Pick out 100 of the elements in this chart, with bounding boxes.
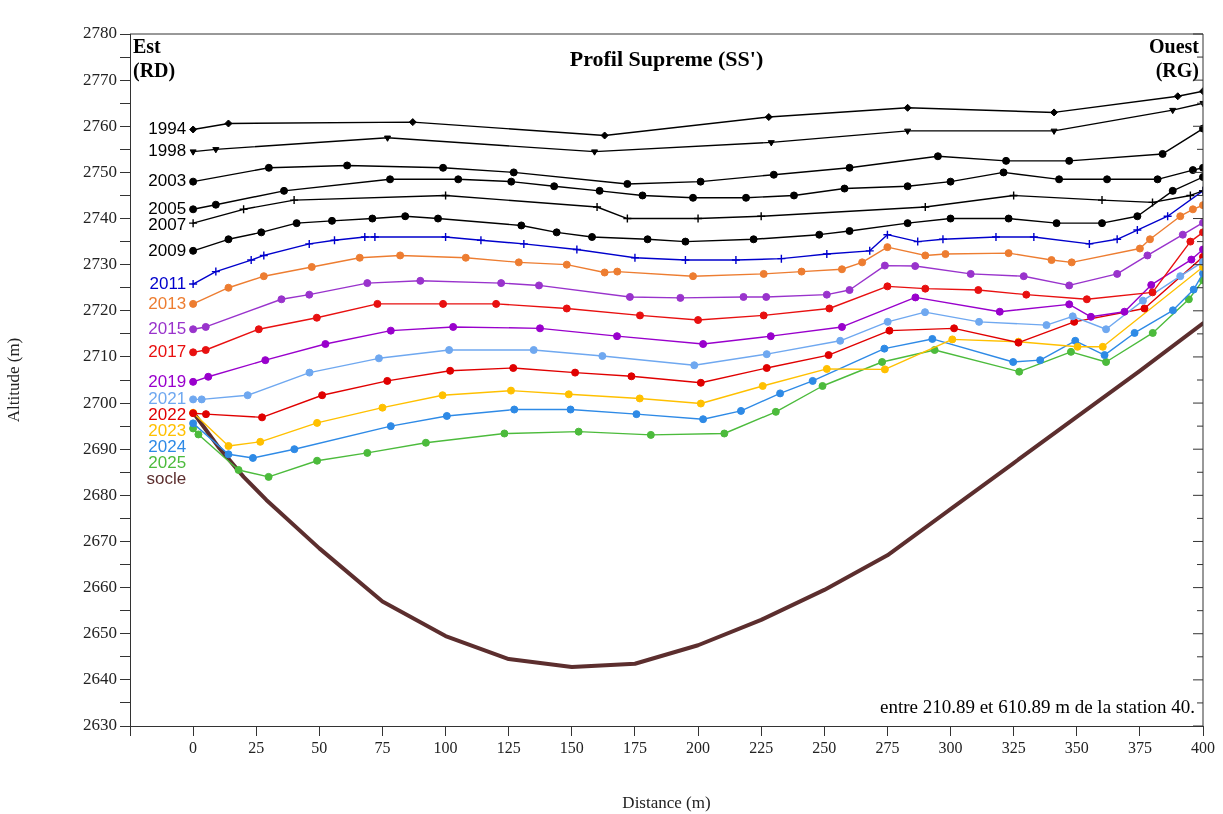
point [974, 286, 983, 295]
x-tick-label: 75 [374, 738, 391, 756]
point [966, 269, 975, 278]
y-tick-label: 2720 [83, 300, 117, 320]
point [1036, 356, 1045, 365]
point [383, 376, 392, 385]
text: Profil Supreme (SS') [569, 45, 764, 71]
y-tick-label: 2730 [83, 254, 117, 274]
point [519, 239, 529, 249]
series-label: 2019 [148, 371, 187, 391]
point [1143, 251, 1152, 260]
point [975, 317, 984, 326]
point [1148, 328, 1157, 337]
point [204, 372, 213, 381]
point [630, 253, 640, 263]
point [189, 299, 198, 308]
point [699, 340, 708, 349]
point [434, 214, 443, 223]
point [290, 445, 299, 454]
series-label: 1994 [148, 119, 187, 139]
point [254, 325, 263, 334]
point [1002, 156, 1011, 165]
point [883, 317, 892, 326]
point [762, 350, 771, 359]
point [928, 334, 937, 343]
point [562, 260, 571, 269]
x-tick-label: 50 [311, 738, 328, 756]
point [197, 395, 206, 404]
point [497, 279, 506, 288]
point [1145, 235, 1154, 244]
x-tick-label: 200 [686, 738, 711, 756]
point [386, 326, 395, 335]
point [883, 282, 892, 291]
point [224, 450, 233, 459]
point [1015, 367, 1024, 376]
point [536, 324, 545, 333]
x-tick-label: 125 [496, 738, 521, 756]
point [189, 205, 198, 214]
point [731, 255, 741, 265]
x-axis-title: Distance (m) [622, 793, 711, 813]
point [999, 168, 1008, 177]
point [880, 261, 889, 270]
point [762, 292, 771, 301]
series-label: 1998 [148, 141, 187, 161]
point [304, 239, 314, 249]
point [1100, 351, 1109, 360]
y-tick-label: 2770 [83, 69, 117, 89]
point [613, 332, 622, 341]
point [264, 163, 273, 172]
point [264, 472, 273, 481]
point [1148, 288, 1157, 297]
point [1029, 232, 1039, 242]
point [201, 322, 210, 331]
x-tick-label: 300 [938, 738, 963, 756]
point [600, 131, 609, 140]
point [1084, 239, 1095, 249]
point [201, 410, 210, 419]
point [188, 279, 198, 289]
point [1138, 296, 1147, 305]
point [696, 177, 705, 186]
y-tick-label: 2630 [83, 715, 117, 735]
point [921, 251, 930, 260]
point [699, 415, 708, 424]
point [933, 152, 942, 161]
point [1068, 312, 1077, 321]
y-tick-label: 2650 [83, 623, 117, 643]
point [991, 232, 1001, 242]
point [243, 391, 252, 400]
point [1067, 258, 1076, 267]
annotation: entre 210.89 et 610.89 m de la station 40. [879, 696, 1195, 718]
point [598, 352, 607, 361]
x-tick-label: 25 [248, 738, 265, 756]
point [696, 378, 705, 387]
point [790, 191, 798, 200]
point [1073, 342, 1082, 351]
point [822, 290, 831, 299]
point [627, 372, 636, 381]
point [950, 324, 959, 333]
point [564, 390, 573, 399]
point [1098, 342, 1107, 351]
point [818, 382, 827, 390]
point [865, 246, 875, 256]
point [767, 140, 775, 147]
point [416, 276, 425, 285]
point [635, 311, 644, 320]
point [680, 255, 691, 265]
point [1004, 249, 1013, 258]
y-axis-title: Altitude (m) [3, 337, 23, 423]
point [256, 437, 265, 446]
point [836, 336, 845, 345]
point [1168, 186, 1177, 195]
point [396, 251, 405, 260]
point [1158, 149, 1167, 158]
point [643, 235, 652, 244]
point [693, 213, 703, 224]
point [911, 262, 920, 271]
point [694, 316, 703, 325]
point [401, 212, 410, 221]
point [212, 147, 220, 154]
point [776, 389, 785, 398]
